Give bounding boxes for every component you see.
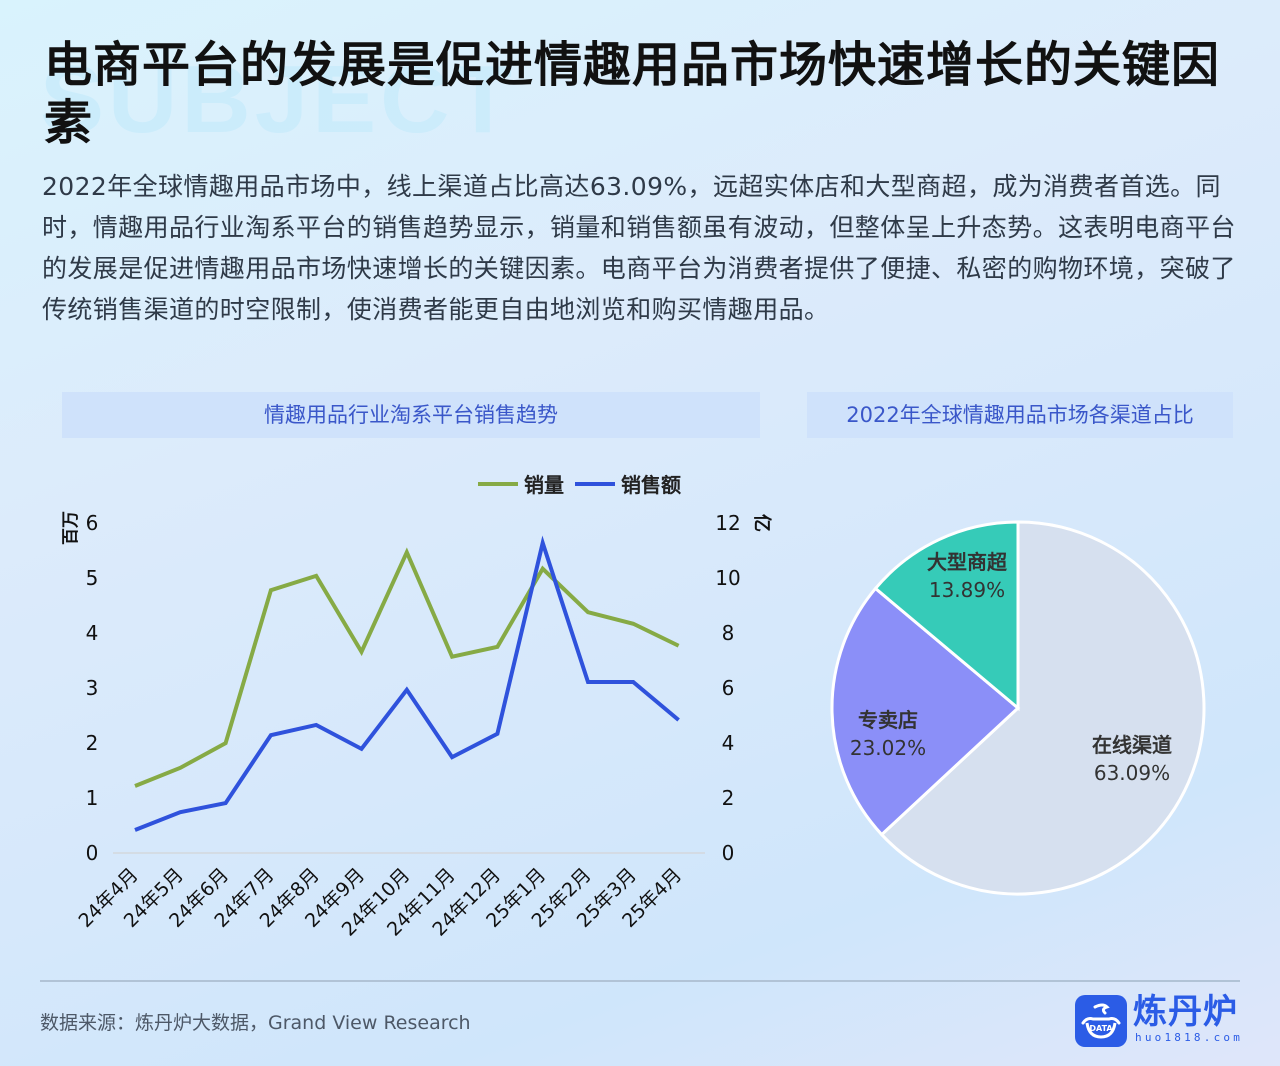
- pie-slice-label: 大型商超: [927, 550, 1008, 574]
- left-y-tick: 6: [86, 511, 99, 535]
- channel-share-pie-chart: 在线渠道 63.09% 专卖店 23.02% 大型商超 13.89%: [830, 520, 1206, 896]
- line-chart-title: 情趣用品行业淘系平台销售趋势: [62, 392, 760, 438]
- right-y-tick: 10: [715, 566, 740, 590]
- data-pot-icon: DATA: [1081, 1003, 1121, 1039]
- data-source-note: 数据来源：炼丹炉大数据，Grand View Research: [40, 1012, 471, 1034]
- right-y-tick: 8: [722, 621, 735, 645]
- x-axis-labels: 24年4月24年5月24年6月24年7月24年8月24年9月24年10月24年1…: [74, 864, 686, 941]
- pie-slice: [830, 586, 1021, 837]
- pie-slice: [873, 520, 1020, 712]
- logo-name: 炼丹炉: [1133, 992, 1238, 1032]
- pie-slice-label: 在线渠道: [1092, 733, 1172, 757]
- legend-label-volume: 销量: [524, 473, 564, 497]
- pie-slice-value: 23.02%: [850, 736, 926, 760]
- logo-badge-icon: DATA: [1075, 995, 1127, 1047]
- pie-slice: [879, 520, 1206, 896]
- pie-labels: 在线渠道 63.09% 专卖店 23.02% 大型商超 13.89%: [850, 550, 1172, 785]
- left-y-tick: 2: [86, 731, 99, 755]
- pie-slice-label: 专卖店: [858, 708, 918, 732]
- left-y-axis-unit: 百万: [61, 511, 81, 545]
- footer-divider: [40, 980, 1240, 982]
- pie-slice-value: 63.09%: [1094, 761, 1170, 785]
- left-y-tick: 0: [86, 841, 99, 865]
- chart-legend: 销量 销售额: [478, 473, 681, 497]
- right-y-tick: 2: [722, 786, 735, 810]
- legend-label-amount: 销售额: [621, 473, 681, 497]
- series-line-sales-volume: [134, 547, 680, 788]
- left-y-tick: 1: [86, 786, 99, 810]
- logo-url: huo1818.com: [1135, 1031, 1244, 1044]
- brand-logo: DATA 炼丹炉 huo1818.com: [1075, 993, 1250, 1049]
- left-y-axis: 0 1 2 3 4 5 6百万: [61, 511, 98, 865]
- right-y-tick: 6: [722, 676, 735, 700]
- background-watermark: SUBJECT: [40, 46, 517, 153]
- series-line-sales-amount: [134, 535, 680, 832]
- left-y-tick: 4: [86, 621, 99, 645]
- left-y-tick: 3: [86, 676, 99, 700]
- pie-slice-value: 13.89%: [929, 578, 1005, 602]
- right-y-tick: 0: [722, 841, 735, 865]
- svg-text:DATA: DATA: [1089, 1024, 1113, 1033]
- pie-slices: [830, 520, 1206, 896]
- page-title: 电商平台的发展是促进情趣用品市场快速增长的关键因素: [44, 37, 1221, 151]
- left-y-tick: 5: [86, 566, 99, 590]
- intro-paragraph: 2022年全球情趣用品市场中，线上渠道占比高达63.09%，远超实体店和大型商超…: [42, 172, 1236, 324]
- right-y-axis-unit: 亿: [751, 514, 773, 532]
- right-y-axis: 0 2 4 6 8 10 12 亿: [715, 511, 773, 865]
- pie-chart-title: 2022年全球情趣用品市场各渠道占比: [807, 392, 1233, 438]
- right-y-tick: 12: [715, 511, 740, 535]
- right-y-tick: 4: [722, 731, 735, 755]
